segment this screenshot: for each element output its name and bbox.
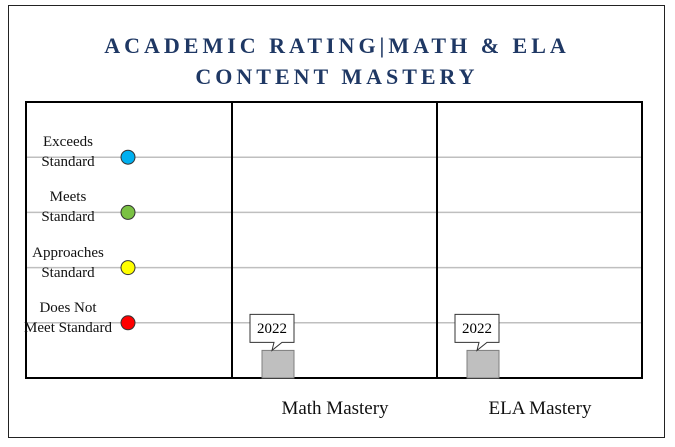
- rating-marker: [120, 149, 136, 165]
- callout: [249, 313, 295, 352]
- rating-marker: [120, 315, 136, 331]
- chart-title: ACADEMIC RATING|MATH & ELA CONTENT MASTE…: [104, 33, 570, 89]
- y-tick-label: Exceeds Standard: [41, 134, 95, 171]
- plot-box: [25, 101, 643, 379]
- y-tick-label: Meets Standard: [41, 189, 95, 226]
- callout-label: 2022: [257, 321, 287, 337]
- x-tick-label: Math Mastery: [281, 398, 389, 419]
- rating-marker: [120, 204, 136, 220]
- rating-marker: [120, 260, 136, 276]
- y-tick-label: Does Not Meet Standard: [24, 299, 112, 336]
- callout-label: 2022: [462, 321, 492, 337]
- x-tick-label: ELA Mastery: [488, 398, 592, 419]
- y-tick-label: Approaches Standard: [32, 244, 104, 281]
- bar: [261, 349, 295, 379]
- bar: [466, 349, 500, 379]
- frame: [8, 5, 665, 438]
- callout: [454, 313, 500, 352]
